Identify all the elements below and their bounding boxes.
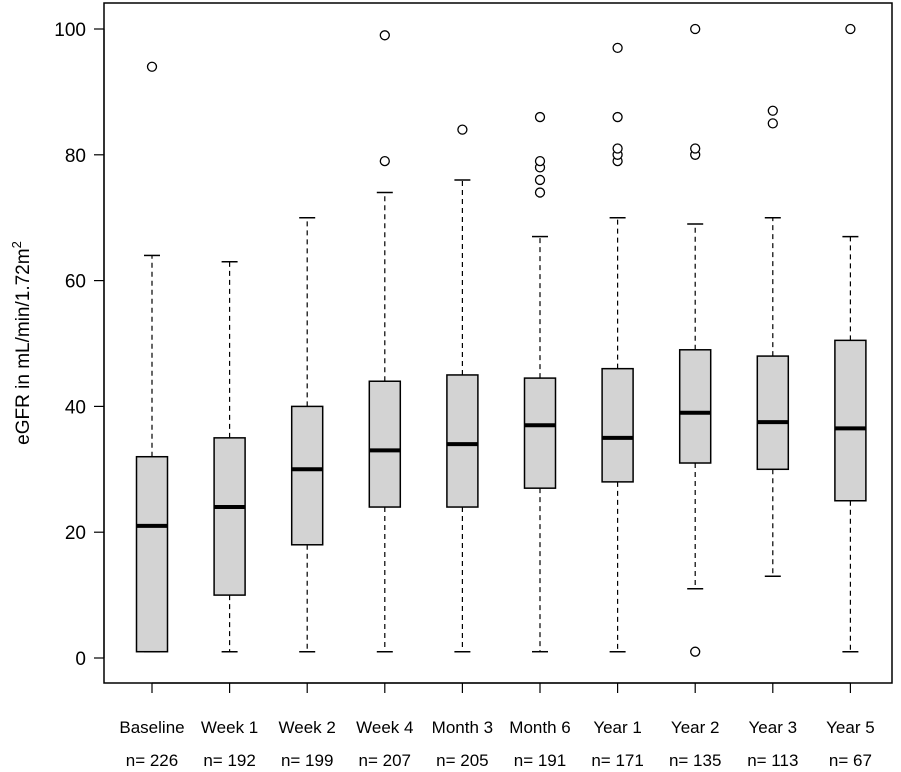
y-axis: 0 20 40 60 80 100 xyxy=(54,20,105,670)
y-tick-label: 100 xyxy=(54,20,86,41)
outlier-point xyxy=(690,143,701,154)
box-group xyxy=(446,124,479,653)
x-axis: Baseline n= 226 Week 1 n= 192 Week 2 n= 199 We… xyxy=(119,682,875,770)
x-tick-label: Week 2 xyxy=(279,718,336,737)
y-tick-label: 80 xyxy=(65,146,86,167)
iqr-box xyxy=(290,405,324,546)
box-group xyxy=(213,260,246,653)
box-group xyxy=(834,23,867,653)
y-tick-label: 20 xyxy=(65,523,86,544)
y-axis-label-superscript: 2 xyxy=(9,241,24,248)
y-tick-label: 60 xyxy=(65,272,86,293)
iqr-box xyxy=(678,349,712,464)
x-tick-label: Baseline xyxy=(119,718,184,737)
outlier-point xyxy=(845,23,856,35)
iqr-box xyxy=(756,355,790,471)
sample-size-label: n= 135 xyxy=(669,751,721,770)
y-axis-label-main: eGFR in mL/min/1.72m xyxy=(13,248,34,444)
sample-size-label: n= 199 xyxy=(281,751,333,770)
outlier-point xyxy=(534,187,546,198)
outlier-point xyxy=(457,124,468,135)
outlier-point xyxy=(379,155,390,167)
iqr-box xyxy=(135,455,169,653)
boxes-layer xyxy=(135,23,867,657)
sample-size-label: n= 205 xyxy=(436,751,488,770)
outlier-point xyxy=(146,61,158,72)
box-group xyxy=(601,42,634,653)
sample-size-label: n= 192 xyxy=(203,751,255,770)
box-group xyxy=(135,61,169,653)
sample-size-label: n= 171 xyxy=(591,751,643,770)
outlier-point xyxy=(767,105,778,116)
box-group xyxy=(523,111,557,653)
outlier-point xyxy=(767,118,778,129)
x-tick-label: Week 4 xyxy=(356,718,413,737)
outlier-point xyxy=(690,23,701,35)
outlier-point xyxy=(534,174,546,186)
box-group xyxy=(368,30,402,653)
sample-size-label: n= 207 xyxy=(359,751,411,770)
sample-size-label: n= 113 xyxy=(747,751,798,770)
box-group xyxy=(290,216,324,653)
outlier-point xyxy=(534,155,546,167)
sample-size-label: n= 226 xyxy=(126,751,178,770)
x-tick-label: Year 1 xyxy=(593,718,642,737)
iqr-box xyxy=(368,380,402,508)
sample-size-label: n= 191 xyxy=(514,751,566,770)
iqr-box xyxy=(446,374,479,508)
iqr-box xyxy=(601,367,634,483)
outlier-point xyxy=(612,143,623,154)
outlier-point xyxy=(534,111,546,123)
iqr-box xyxy=(834,339,867,502)
box-group xyxy=(678,23,712,657)
x-tick-label: Month 3 xyxy=(432,718,493,737)
x-tick-label: Month 6 xyxy=(509,718,570,737)
x-tick-label: Week 1 xyxy=(201,718,258,737)
y-axis-label: eGFR in mL/min/1.72m2 xyxy=(9,241,34,445)
y-tick-label: 40 xyxy=(65,397,86,418)
iqr-box xyxy=(523,377,557,489)
x-tick-label: Year 2 xyxy=(671,718,720,737)
outlier-point xyxy=(379,30,390,41)
sample-size-label: n= 67 xyxy=(829,751,872,770)
x-tick-label: Year 3 xyxy=(749,718,798,737)
y-tick-label: 0 xyxy=(75,649,86,670)
iqr-box xyxy=(213,437,246,596)
box-group xyxy=(756,105,790,577)
x-tick-label: Year 5 xyxy=(826,718,875,737)
outlier-point xyxy=(690,646,701,657)
outlier-point xyxy=(612,111,623,123)
outlier-point xyxy=(612,42,623,54)
